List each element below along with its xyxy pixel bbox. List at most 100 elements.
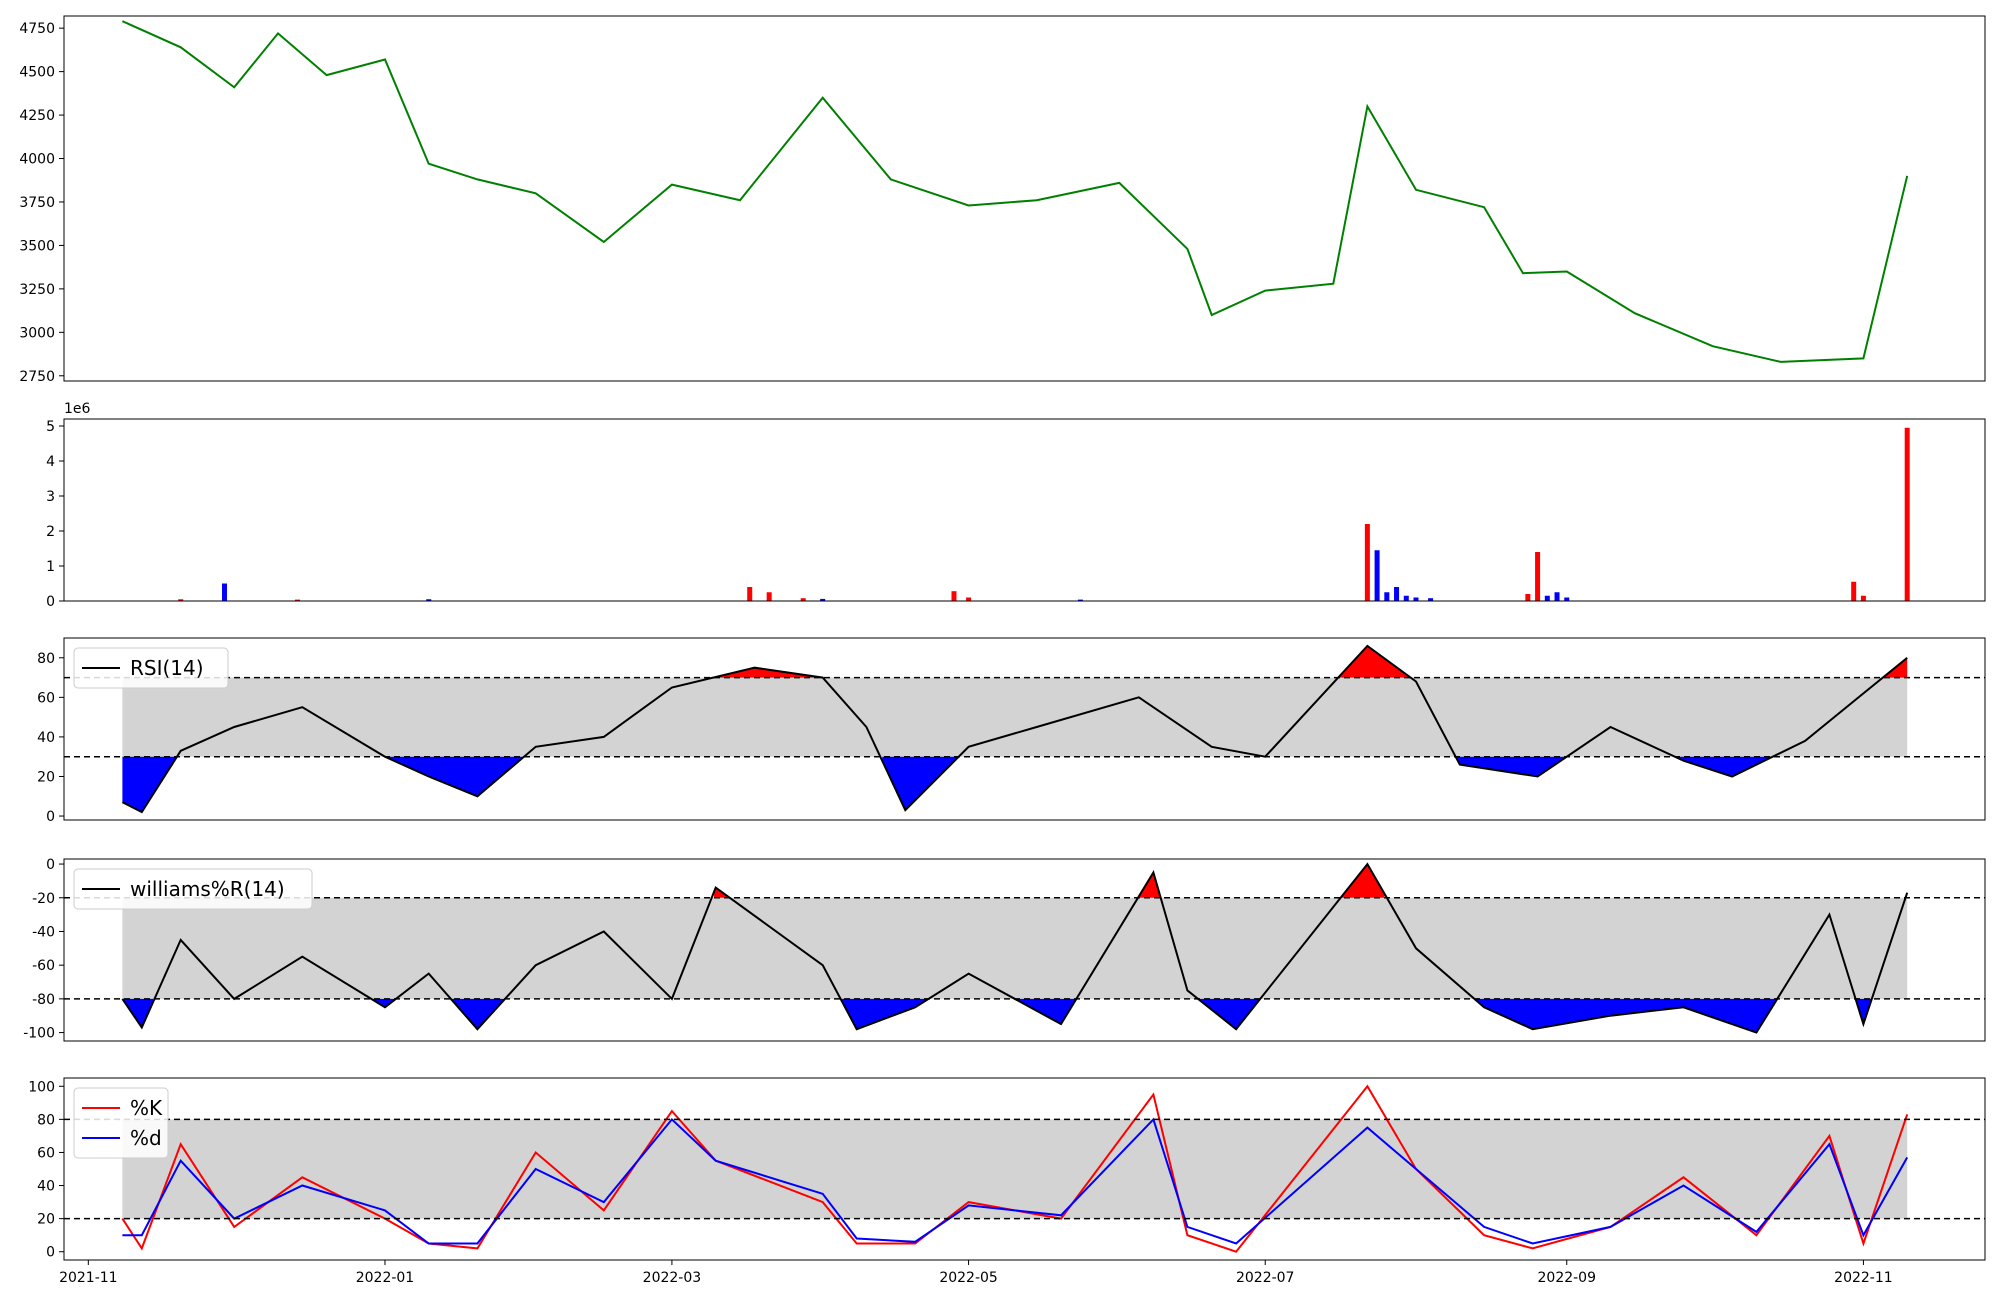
date-xtick-label: 2022-09 bbox=[1538, 1270, 1597, 1286]
stochastic-d-line bbox=[122, 1117, 1909, 1245]
volume-bar bbox=[1403, 595, 1409, 601]
williams-ytick-label: -20 bbox=[32, 891, 55, 907]
date-xtick-label: 2021-11 bbox=[59, 1270, 118, 1286]
volume-bar bbox=[1384, 592, 1390, 601]
williams-legend-box bbox=[73, 868, 313, 910]
williams-overbought-fill bbox=[1341, 865, 1385, 898]
stochastic-ytick-label: 20 bbox=[37, 1212, 55, 1228]
williams-oversold-fill bbox=[1476, 998, 1778, 1032]
volume-bar bbox=[1860, 595, 1866, 601]
date-xtick-label: 2022-03 bbox=[643, 1270, 702, 1286]
rsi-oversold-fill bbox=[122, 756, 176, 812]
volume-bar bbox=[1413, 597, 1419, 601]
rsi-legend-label: RSI(14) bbox=[130, 656, 204, 680]
date-xtick-label: 2022-01 bbox=[356, 1270, 415, 1286]
stochastic-ytick-label: 0 bbox=[46, 1245, 55, 1261]
price-ytick-label: 3250 bbox=[19, 282, 55, 298]
stochastic-ytick-label: 80 bbox=[37, 1112, 55, 1128]
volume-bar bbox=[820, 598, 826, 601]
volume-bar bbox=[294, 599, 300, 601]
williams-oversold-fill bbox=[372, 998, 396, 1008]
volume-bar bbox=[1394, 587, 1400, 601]
date-xtick-label: 2022-07 bbox=[1236, 1270, 1295, 1286]
rsi-overbought-fill bbox=[1338, 646, 1410, 678]
volume-bar bbox=[1428, 598, 1434, 601]
williams-legend-label: williams%R(14) bbox=[130, 877, 285, 901]
williams-oversold-fill bbox=[451, 998, 505, 1029]
volume-ytick-label: 5 bbox=[46, 419, 55, 435]
rsi-oversold-fill bbox=[1455, 756, 1566, 777]
rsi-overbought-fill bbox=[713, 667, 821, 678]
price-panel-frame bbox=[63, 15, 1986, 382]
stochastic-ytick-label: 100 bbox=[28, 1079, 55, 1095]
volume-bar bbox=[426, 599, 432, 601]
williams-ytick-label: -60 bbox=[32, 958, 55, 974]
price-ytick-label: 3750 bbox=[19, 195, 55, 211]
volume-ytick-label: 0 bbox=[46, 594, 55, 610]
volume-ytick-label: 3 bbox=[46, 489, 55, 505]
rsi-oversold-fill bbox=[882, 756, 959, 810]
rsi-ytick-label: 20 bbox=[37, 769, 55, 785]
stochastic-legend-label: %d bbox=[130, 1126, 162, 1150]
stochastic-legend-box bbox=[73, 1087, 169, 1159]
date-xtick-label: 2022-11 bbox=[1834, 1270, 1893, 1286]
price-ytick-label: 3000 bbox=[19, 325, 55, 341]
stochastic-legend-label: %K bbox=[130, 1096, 163, 1120]
volume-bar bbox=[1904, 427, 1910, 601]
rsi-ytick-label: 40 bbox=[37, 730, 55, 746]
volume-ytick-label: 1 bbox=[46, 559, 55, 575]
volume-exponent-label: 1e6 bbox=[64, 401, 91, 417]
volume-bar bbox=[1525, 594, 1531, 601]
volume-bar bbox=[1544, 595, 1550, 601]
volume-bar bbox=[178, 599, 184, 601]
williams-panel-frame bbox=[63, 858, 1986, 1042]
volume-bar bbox=[1564, 597, 1570, 601]
williams-ytick-label: -40 bbox=[32, 924, 55, 940]
price-ytick-label: 4750 bbox=[19, 21, 55, 37]
volume-bar bbox=[747, 587, 753, 601]
rsi-ytick-label: 60 bbox=[37, 690, 55, 706]
price-line bbox=[121, 20, 1909, 363]
volume-bar bbox=[1364, 524, 1370, 601]
stochastic-ytick-label: 40 bbox=[37, 1179, 55, 1195]
rsi-panel-frame bbox=[63, 637, 1986, 821]
williams-oversold-fill bbox=[1856, 998, 1872, 1023]
volume-bar bbox=[1077, 599, 1083, 601]
volume-bar bbox=[766, 592, 772, 601]
volume-ytick-label: 4 bbox=[46, 454, 55, 470]
price-ytick-label: 4500 bbox=[19, 65, 55, 81]
stochastic-neutral-band bbox=[122, 1119, 1908, 1219]
williams-neutral-band bbox=[122, 897, 1908, 999]
volume-bar bbox=[951, 591, 957, 601]
williams-oversold-fill bbox=[1198, 998, 1260, 1029]
volume-bar bbox=[1535, 552, 1541, 601]
volume-bar bbox=[221, 583, 227, 601]
price-ytick-label: 4250 bbox=[19, 108, 55, 124]
rsi-oversold-fill bbox=[1675, 756, 1773, 777]
williams-ytick-label: -100 bbox=[23, 1026, 55, 1042]
stochastic-ytick-label: 60 bbox=[37, 1145, 55, 1161]
volume-bar bbox=[966, 597, 972, 601]
volume-bar bbox=[1374, 550, 1380, 601]
rsi-legend-box bbox=[73, 647, 229, 689]
williams-line bbox=[121, 862, 1909, 1034]
rsi-ytick-label: 0 bbox=[46, 809, 55, 825]
volume-bar bbox=[800, 598, 806, 601]
rsi-line bbox=[121, 644, 1908, 814]
volume-ytick-label: 2 bbox=[46, 524, 55, 540]
stochastic-panel-frame bbox=[63, 1077, 1986, 1261]
williams-oversold-fill bbox=[1014, 998, 1076, 1024]
williams-oversold-fill bbox=[841, 998, 929, 1030]
volume-bar bbox=[1554, 592, 1560, 601]
price-ytick-label: 2750 bbox=[19, 369, 55, 385]
volume-panel-frame bbox=[63, 418, 1986, 602]
rsi-ytick-label: 80 bbox=[37, 651, 55, 667]
rsi-neutral-band bbox=[122, 677, 1908, 757]
volume-bar bbox=[1851, 581, 1857, 601]
price-ytick-label: 4000 bbox=[19, 152, 55, 168]
date-xtick-label: 2022-05 bbox=[939, 1270, 998, 1286]
price-ytick-label: 3500 bbox=[19, 238, 55, 254]
williams-ytick-label: 0 bbox=[46, 857, 55, 873]
williams-ytick-label: -80 bbox=[32, 992, 55, 1008]
